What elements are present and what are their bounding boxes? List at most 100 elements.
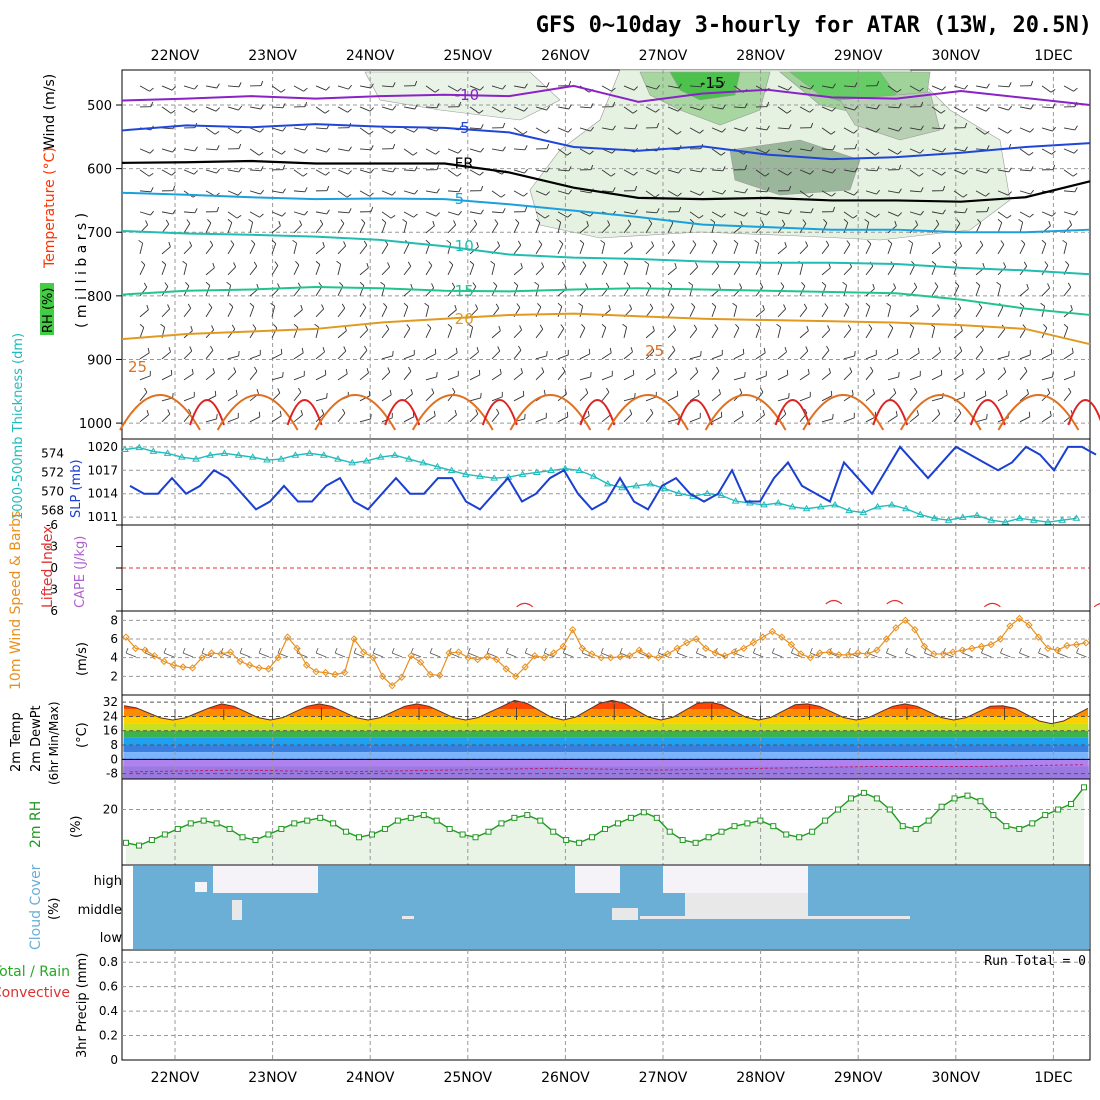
wind-barb: [755, 243, 760, 254]
wind-barb: [337, 85, 349, 90]
wind-barb: [469, 223, 478, 234]
wind-barb: [843, 222, 849, 234]
wind10m-marker: [388, 681, 396, 690]
wind-barb-feather: [876, 166, 880, 172]
wind10m-marker: [635, 646, 643, 654]
wind10m-barb: [753, 652, 764, 658]
wind-barb: [359, 169, 371, 174]
wind-barb: [689, 190, 701, 196]
isotherm-25: [119, 394, 201, 431]
thickness-marker: [319, 451, 328, 458]
isotherm-label: 5: [455, 190, 465, 208]
wind-barb: [425, 106, 437, 109]
wind-barb: [689, 306, 696, 318]
wind-barb-feather: [524, 206, 528, 212]
wind-barb: [293, 211, 305, 216]
wind-barb-feather: [1026, 389, 1029, 395]
wind-barb: [799, 190, 810, 198]
wind-barb: [381, 222, 387, 234]
wind-barb: [447, 264, 454, 276]
wind-barb-feather: [678, 206, 682, 212]
wind-barb-feather: [447, 323, 453, 328]
wind-barb: [997, 306, 1004, 318]
wind-barb: [931, 308, 940, 318]
wind-barb-feather: [1030, 80, 1034, 86]
rh2m-fill: [126, 787, 1084, 864]
wind-barb-feather: [744, 371, 746, 378]
wind-barb-feather: [952, 260, 957, 265]
precip-convective-label: Convective: [0, 985, 70, 1001]
wind-barb-feather: [1050, 348, 1053, 354]
wind-barb-feather: [810, 84, 814, 90]
wind-barb-feather: [630, 241, 633, 247]
wind-barb-feather: [410, 389, 413, 395]
wind-barb-feather: [810, 146, 814, 152]
wind-barb: [601, 327, 607, 338]
wind-barb: [205, 222, 212, 234]
wind-barb: [337, 412, 346, 423]
wind-barb: [1019, 127, 1031, 133]
wind-barb-feather: [846, 240, 851, 245]
wind10m-barb-feather: [752, 647, 756, 654]
wind-barb-feather: [451, 282, 456, 288]
wind10m-marker: [359, 648, 368, 656]
wind-barb-feather: [413, 128, 418, 133]
wind10m-barb: [296, 652, 308, 658]
wind-barb: [579, 148, 590, 155]
wind-barb-feather: [188, 408, 192, 414]
wind-barb: [227, 211, 238, 219]
wind-barb-feather: [318, 282, 323, 287]
thickness-marker: [958, 513, 967, 520]
wind-barb: [139, 190, 151, 193]
wind-barb: [799, 245, 808, 255]
wind-barb-feather: [656, 84, 660, 90]
isotherm-FR: [121, 159, 1091, 203]
wind-barb-feather: [279, 410, 282, 416]
wind10m-barb-feather: [1019, 647, 1022, 654]
thickness-marker: [774, 499, 783, 506]
wind-barb-feather: [996, 281, 1001, 286]
wind-barb: [513, 329, 522, 339]
rh2m-marker: [356, 834, 363, 841]
wind-barb-feather: [667, 281, 673, 286]
wind-barb-feather: [898, 371, 900, 378]
wind-barb: [403, 169, 415, 172]
wind-barb: [1063, 169, 1074, 177]
wind-barb-feather: [324, 110, 330, 114]
wind-barb: [777, 211, 789, 215]
wind-barb-feather: [1052, 371, 1054, 378]
wind-barb: [161, 308, 170, 318]
wind-barb: [469, 413, 479, 423]
wind-barb-feather: [590, 103, 594, 109]
wind-barb-feather: [172, 392, 174, 399]
wind-barb-feather: [194, 84, 198, 90]
wind-barb-feather: [867, 240, 872, 245]
wind-barb: [601, 243, 606, 254]
wind-barb: [249, 211, 260, 218]
wind-barb: [645, 190, 656, 198]
wind-barb: [491, 85, 503, 90]
isotherm-25: [899, 394, 982, 431]
wind-barb: [381, 355, 393, 360]
wind10m-barb-feather: [600, 647, 604, 654]
wind-barb: [205, 350, 214, 360]
wind-barb: [491, 412, 500, 423]
isotherm-label: -5: [455, 119, 470, 137]
cloud-tick-label: high: [94, 874, 122, 889]
wind-barb: [337, 373, 348, 381]
wind-barb: [579, 190, 591, 194]
wind-barb: [887, 148, 898, 155]
wind-barb-feather: [496, 408, 500, 414]
wind10m-marker: [340, 668, 349, 677]
wind-barb: [975, 169, 987, 174]
wind-barb: [403, 243, 410, 255]
wind-barb: [359, 244, 368, 255]
wind-barb: [293, 286, 302, 297]
wind10m-barb: [981, 652, 992, 658]
wind-barb-feather: [193, 170, 198, 175]
wind-barb-feather: [832, 206, 836, 212]
wind-barb-feather: [524, 145, 528, 151]
wind-barb-feather: [578, 302, 583, 307]
wind-barb-feather: [1008, 82, 1012, 88]
wind-barb: [777, 169, 788, 176]
